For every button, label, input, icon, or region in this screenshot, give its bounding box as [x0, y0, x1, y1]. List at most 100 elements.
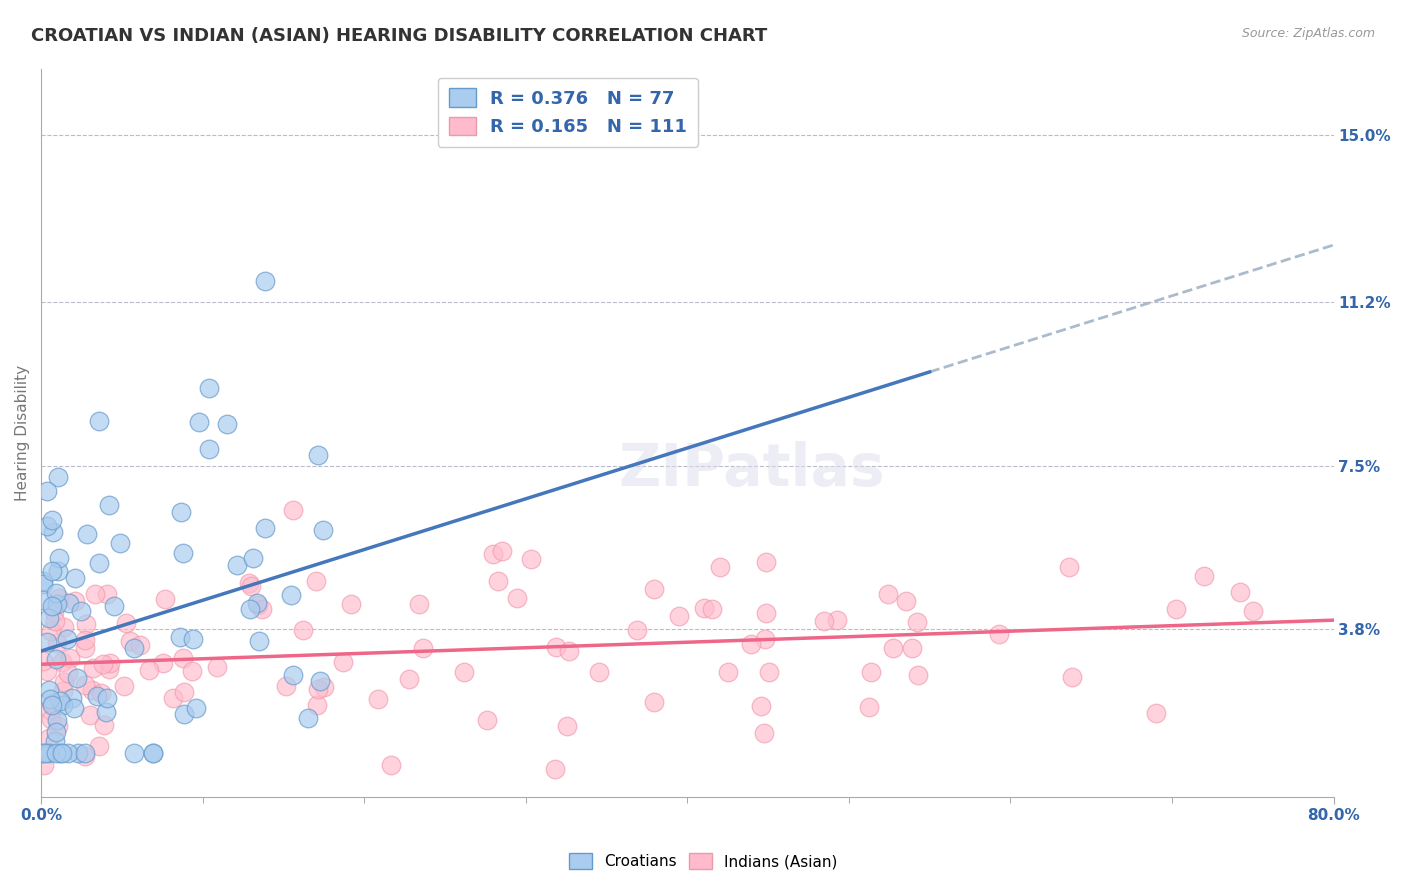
Point — [46, 469, 69, 483]
Point — [34, 746, 56, 760]
Point — [491, 544, 513, 558]
Point — [37, 519, 59, 533]
Point — [197, 442, 219, 456]
Point — [46, 564, 69, 578]
Point — [555, 718, 578, 732]
Point — [506, 591, 529, 606]
Point — [253, 521, 276, 535]
Point — [312, 680, 335, 694]
Point — [412, 640, 434, 655]
Point — [66, 746, 89, 760]
Point — [53, 620, 76, 634]
Point — [75, 746, 97, 760]
Point — [453, 665, 475, 680]
Point — [35, 635, 58, 649]
Point — [643, 582, 665, 596]
Point — [108, 535, 131, 549]
Point — [181, 632, 204, 646]
Point — [558, 644, 581, 658]
Point — [118, 634, 141, 648]
Point — [48, 591, 70, 605]
Point — [307, 682, 329, 697]
Point — [41, 698, 63, 712]
Point — [305, 698, 328, 713]
Point — [247, 598, 270, 612]
Point — [813, 614, 835, 628]
Point — [894, 594, 917, 608]
Point — [307, 448, 329, 462]
Point — [45, 636, 67, 650]
Point — [91, 657, 114, 671]
Point — [51, 656, 73, 670]
Point — [276, 679, 298, 693]
Point — [96, 690, 118, 705]
Point — [89, 414, 111, 428]
Point — [153, 592, 176, 607]
Point — [44, 614, 66, 628]
Point — [693, 600, 716, 615]
Point — [45, 586, 67, 600]
Point — [250, 602, 273, 616]
Point — [103, 599, 125, 613]
Point — [73, 632, 96, 647]
Point — [112, 679, 135, 693]
Point — [1060, 670, 1083, 684]
Point — [749, 698, 772, 713]
Point — [240, 579, 263, 593]
Point — [198, 381, 221, 395]
Point — [115, 616, 138, 631]
Point — [35, 664, 58, 678]
Point — [45, 652, 67, 666]
Point — [367, 691, 389, 706]
Point — [45, 746, 67, 760]
Legend: Croatians, Indians (Asian): Croatians, Indians (Asian) — [562, 847, 844, 875]
Point — [52, 698, 75, 712]
Point — [31, 593, 53, 607]
Point — [305, 574, 328, 588]
Text: ZIPatlas: ZIPatlas — [619, 441, 886, 498]
Point — [97, 498, 120, 512]
Point — [860, 665, 883, 680]
Point — [75, 616, 97, 631]
Point — [76, 527, 98, 541]
Point — [93, 718, 115, 732]
Point — [482, 547, 505, 561]
Point — [32, 757, 55, 772]
Point — [60, 690, 83, 705]
Point — [35, 483, 58, 498]
Point — [858, 700, 880, 714]
Point — [86, 689, 108, 703]
Text: CROATIAN VS INDIAN (ASIAN) HEARING DISABILITY CORRELATION CHART: CROATIAN VS INDIAN (ASIAN) HEARING DISAB… — [31, 27, 768, 45]
Point — [38, 746, 60, 760]
Point — [46, 719, 69, 733]
Point — [56, 746, 79, 760]
Point — [87, 739, 110, 754]
Point — [1229, 584, 1251, 599]
Point — [740, 637, 762, 651]
Point — [755, 607, 778, 621]
Point — [340, 597, 363, 611]
Point — [1144, 706, 1167, 720]
Point — [94, 705, 117, 719]
Point — [297, 711, 319, 725]
Point — [45, 597, 67, 611]
Point — [626, 624, 648, 638]
Point — [41, 696, 63, 710]
Point — [46, 713, 69, 727]
Point — [53, 674, 76, 689]
Point — [709, 560, 731, 574]
Point — [1164, 602, 1187, 616]
Point — [247, 634, 270, 648]
Point — [408, 598, 430, 612]
Point — [205, 660, 228, 674]
Point — [48, 550, 70, 565]
Point — [65, 672, 87, 686]
Point — [292, 624, 315, 638]
Point — [905, 615, 928, 629]
Point — [242, 550, 264, 565]
Point — [520, 551, 543, 566]
Point — [332, 655, 354, 669]
Point — [988, 627, 1011, 641]
Point — [75, 678, 97, 692]
Point — [63, 594, 86, 608]
